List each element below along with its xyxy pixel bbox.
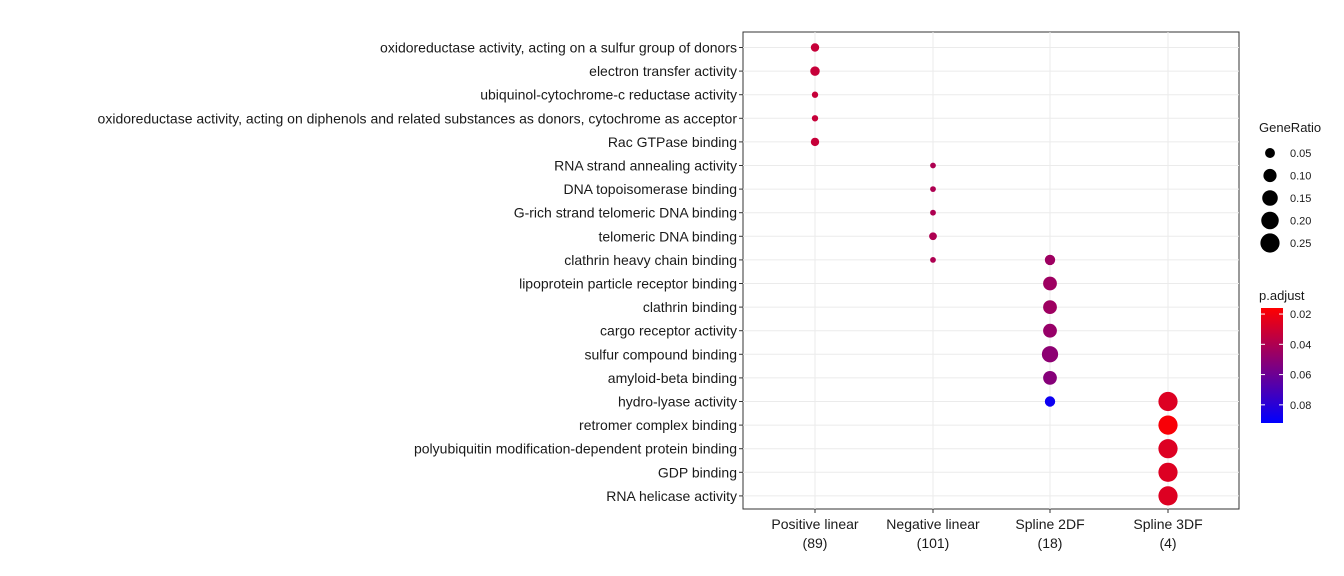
dot-point xyxy=(930,257,936,263)
y-tick-label: GDP binding xyxy=(658,464,737,480)
color-legend-label: 0.08 xyxy=(1290,400,1311,412)
size-legend-key xyxy=(1261,211,1279,230)
size-legend-label: 0.15 xyxy=(1290,193,1311,205)
x-tick-label: Spline 3DF xyxy=(1133,516,1202,532)
size-legend-label: 0.25 xyxy=(1290,238,1311,250)
dot-point xyxy=(810,43,820,52)
color-legend-title: p.adjust xyxy=(1259,288,1305,303)
y-tick-label: oxidoreductase activity, acting on a sul… xyxy=(380,40,737,56)
y-tick-label: polyubiquitin modification-dependent pro… xyxy=(414,441,737,457)
dot-point xyxy=(810,137,820,147)
dot-point xyxy=(930,162,936,169)
dot-point xyxy=(930,209,936,216)
color-legend-label: 0.06 xyxy=(1290,370,1311,382)
x-tick-count-label: (18) xyxy=(1038,535,1063,551)
dot-point xyxy=(1158,486,1178,506)
dot-point xyxy=(1158,415,1178,435)
y-tick-label: lipoprotein particle receptor binding xyxy=(519,276,737,292)
y-tick-label: hydro-lyase activity xyxy=(618,394,737,410)
dot-point xyxy=(1044,254,1056,266)
color-legend-label: 0.04 xyxy=(1290,339,1311,351)
size-legend-key xyxy=(1260,233,1280,253)
dot-point xyxy=(929,232,937,241)
y-tick-label: cargo receptor activity xyxy=(600,323,737,339)
size-legend-title: GeneRatio xyxy=(1259,120,1321,135)
x-tick-label: Negative linear xyxy=(886,516,980,532)
y-tick-label: electron transfer activity xyxy=(589,63,737,79)
y-tick-label: RNA strand annealing activity xyxy=(554,158,737,174)
y-tick-label: ubiquinol-cytochrome-c reductase activit… xyxy=(480,87,737,103)
dot-point xyxy=(1043,323,1057,338)
dot-point xyxy=(1043,276,1057,291)
y-tick-label: telomeric DNA binding xyxy=(598,228,737,244)
x-tick-count-label: (101) xyxy=(917,535,950,551)
y-tick-label: G-rich strand telomeric DNA binding xyxy=(514,205,737,221)
y-tick-label: Rac GTPase binding xyxy=(608,134,737,150)
dot-point xyxy=(930,186,936,192)
dot-point xyxy=(1158,391,1178,412)
size-legend-key xyxy=(1262,190,1278,206)
y-tick-label: RNA helicase activity xyxy=(606,488,737,504)
color-legend-bar xyxy=(1261,308,1283,423)
dot-point xyxy=(1043,300,1057,314)
color-legend-label: 0.02 xyxy=(1290,309,1311,321)
y-tick-label: retromer complex binding xyxy=(579,417,737,433)
dot-point xyxy=(1158,462,1178,482)
x-tick-label: Spline 2DF xyxy=(1015,516,1084,532)
dot-point xyxy=(811,91,819,98)
x-tick-label: Positive linear xyxy=(771,516,858,532)
dot-point xyxy=(1041,346,1059,363)
size-legend-key xyxy=(1263,168,1277,183)
dot-point xyxy=(811,115,819,122)
y-tick-label: amyloid-beta binding xyxy=(608,370,737,386)
size-legend-label: 0.05 xyxy=(1290,148,1311,160)
dot-point xyxy=(810,66,820,76)
y-tick-label: sulfur compound binding xyxy=(584,346,737,362)
dot-point xyxy=(1158,439,1178,459)
plot-panel xyxy=(742,31,1240,510)
y-tick-label: oxidoreductase activity, acting on diphe… xyxy=(98,110,738,126)
y-tick-label: clathrin heavy chain binding xyxy=(564,252,737,268)
dot-point xyxy=(1043,371,1057,385)
x-tick-count-label: (89) xyxy=(803,535,828,551)
y-tick-label: clathrin binding xyxy=(643,299,737,315)
size-legend-key xyxy=(1265,148,1275,158)
y-tick-label: DNA topoisomerase binding xyxy=(563,181,737,197)
size-legend-label: 0.20 xyxy=(1290,216,1311,228)
size-legend-label: 0.10 xyxy=(1290,171,1311,183)
x-tick-count-label: (4) xyxy=(1159,535,1176,551)
dot-point xyxy=(1044,396,1056,407)
